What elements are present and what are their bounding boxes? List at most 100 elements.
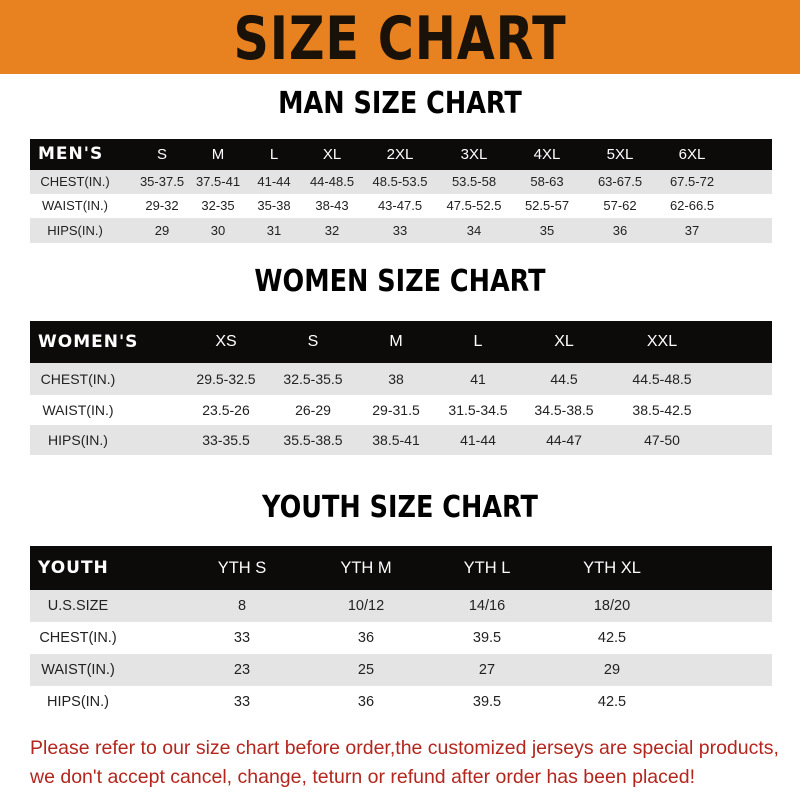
size-value: 39.5 [472,694,502,710]
table-row: CHEST(IN.) 33 36 39.5 42.5 [30,622,772,654]
size-header: M [389,333,403,350]
size-value: 35-37.5 [139,174,185,189]
size-value: 36 [357,694,375,710]
size-header: XL [554,333,574,350]
size-value: 34.5-38.5 [534,402,594,418]
size-value: 48.5-53.5 [372,174,428,189]
size-value: 35-38 [257,198,291,213]
size-value: 32-35 [201,198,235,213]
size-value: 67.5-72 [669,174,715,189]
size-value: 38-43 [315,198,349,213]
size-value: 52.5-57 [524,198,570,213]
size-value: 33 [233,630,251,646]
size-value: 38.5-42.5 [632,402,692,418]
size-value: 33-35.5 [202,432,250,448]
size-value: 10/12 [347,598,385,614]
table-row: WAIST(IN.) 23 25 27 29 [30,654,772,686]
size-value: 29-31.5 [372,402,420,418]
size-header: XL [322,146,342,163]
measurement-label: WAIST(IN.) [42,198,108,213]
size-value: 62-66.5 [669,198,715,213]
table-row: HIPS(IN.) 33 36 39.5 42.5 [30,686,772,718]
size-header: YTH M [340,559,392,577]
size-value: 57-62 [603,198,637,213]
size-header: 2XL [386,146,414,163]
size-value: 38 [388,371,404,387]
table-category-label: MEN'S [38,144,104,164]
size-header: YTH L [463,559,511,577]
size-value: 8 [237,598,247,614]
measurement-label: HIPS(IN.) [47,223,103,238]
size-value: 41-44 [460,432,496,448]
table-category-label: YOUTH [38,558,109,578]
measurement-label: WAIST(IN.) [42,402,114,418]
size-value: 44.5 [550,371,578,387]
size-header: L [473,333,483,350]
size-value: 29 [154,223,170,238]
banner-title: SIZE CHART [233,4,567,74]
size-value: 47-50 [644,432,680,448]
size-value: 35 [539,223,555,238]
size-value: 63-67.5 [597,174,643,189]
size-header: S [156,146,168,163]
size-header: 3XL [460,146,488,163]
size-value: 33 [392,223,408,238]
size-header: 5XL [606,146,634,163]
table-header-row: YOUTH YTH S YTH M YTH L YTH XL [30,546,772,590]
table-row: WAIST(IN.) 23.5-26 26-29 29-31.5 31.5-34.5 34… [30,395,772,425]
size-value: 34 [466,223,482,238]
size-value: 42.5 [597,630,627,646]
size-value: 41 [470,371,486,387]
size-header: YTH XL [583,559,641,577]
size-value: 37 [684,223,700,238]
size-value: 44.5-48.5 [632,371,692,387]
youth-section-title: YOUTH SIZE CHART [262,490,538,525]
table-row: HIPS(IN.) 29 30 31 32 33 34 35 36 37 [30,218,772,243]
size-value: 33 [233,694,251,710]
measurement-label: CHEST(IN.) [40,371,116,387]
size-header: L [269,146,279,163]
size-value: 29.5-32.5 [196,371,256,387]
size-value: 58-63 [530,174,564,189]
order-notice: Please refer to our size chart before or… [30,734,790,792]
size-value: 32.5-35.5 [283,371,343,387]
measurement-label: HIPS(IN.) [46,694,110,710]
size-value: 43-47.5 [377,198,423,213]
women-section-title: WOMEN SIZE CHART [254,264,546,299]
size-value: 42.5 [597,694,627,710]
size-value: 31.5-34.5 [448,402,508,418]
table-category-label: WOMEN'S [38,332,139,352]
size-value: 41-44 [257,174,291,189]
size-value: 53.5-58 [451,174,497,189]
size-value: 25 [357,662,375,678]
table-row: WAIST(IN.) 29-32 32-35 35-38 38-43 43-47.5 47.… [30,194,772,218]
size-value: 27 [478,662,496,678]
size-value: 26-29 [295,402,331,418]
table-row: CHEST(IN.) 29.5-32.5 32.5-35.5 38 41 44.5 44.5… [30,363,772,395]
size-header: S [307,333,319,350]
size-value: 14/16 [468,598,506,614]
size-value: 29 [603,662,621,678]
size-value: 38.5-41 [372,432,420,448]
size-header: M [211,146,225,163]
size-header: YTH S [217,559,267,577]
measurement-label: U.S.SIZE [47,598,109,614]
measurement-label: CHEST(IN.) [40,174,110,189]
size-value: 35.5-38.5 [283,432,343,448]
table-row: HIPS(IN.) 33-35.5 35.5-38.5 38.5-41 41-44 44-… [30,425,772,455]
size-value: 44-47 [546,432,582,448]
measurement-label: WAIST(IN.) [41,662,115,678]
size-header: 6XL [678,146,706,163]
size-value: 30 [210,223,226,238]
size-value: 37.5-41 [195,174,241,189]
size-value: 44-48.5 [309,174,355,189]
table-header-row: MEN'S S M L XL 2XL 3XL 4XL 5XL 6XL [30,139,772,170]
size-value: 23 [233,662,251,678]
table-row: U.S.SIZE 8 10/12 14/16 18/20 [30,590,772,622]
measurement-label: CHEST(IN.) [39,630,117,646]
size-header: XXL [646,333,678,350]
measurement-label: HIPS(IN.) [48,432,108,448]
size-value: 36 [357,630,375,646]
size-value: 47.5-52.5 [446,198,502,213]
size-header: XS [215,333,237,350]
